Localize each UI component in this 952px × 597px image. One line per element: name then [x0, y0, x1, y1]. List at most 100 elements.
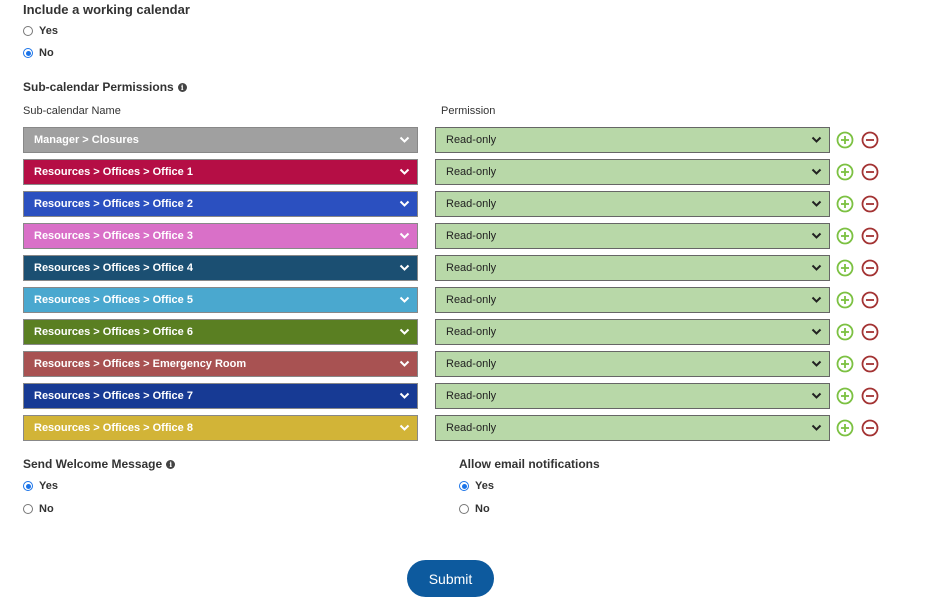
sub-calendar-select[interactable]: Resources > Offices > Office 1 [23, 159, 418, 185]
chevron-down-icon [399, 256, 411, 280]
sub-calendar-name: Resources > Offices > Office 4 [34, 262, 193, 274]
permission-row: Resources > Offices > Office 4 Read-only [23, 255, 883, 281]
radio-button[interactable] [23, 481, 33, 491]
remove-circle-icon[interactable] [861, 227, 879, 245]
radio-button[interactable] [23, 48, 33, 58]
chevron-down-icon [811, 256, 823, 280]
permission-value: Read-only [446, 262, 497, 274]
radio-button[interactable] [23, 504, 33, 514]
permission-value: Read-only [446, 166, 497, 178]
chevron-down-icon [811, 192, 823, 216]
sub-calendar-name: Resources > Offices > Office 6 [34, 326, 193, 338]
add-circle-icon[interactable] [836, 387, 854, 405]
sub-calendar-select[interactable]: Manager > Closures [23, 127, 418, 153]
sub-calendar-name: Resources > Offices > Office 2 [34, 198, 193, 210]
info-icon[interactable]: i [177, 83, 187, 92]
permission-value: Read-only [446, 326, 497, 338]
chevron-down-icon [811, 160, 823, 184]
chevron-down-icon [399, 160, 411, 184]
permission-select[interactable]: Read-only [435, 351, 830, 377]
permission-select[interactable]: Read-only [435, 159, 830, 185]
sub-calendar-select[interactable]: Resources > Offices > Office 4 [23, 255, 418, 281]
add-circle-icon[interactable] [836, 131, 854, 149]
submit-button[interactable]: Submit [407, 560, 494, 597]
chevron-down-icon [811, 128, 823, 152]
permission-row: Resources > Offices > Office 5 Read-only [23, 287, 883, 313]
working-calendar-yes[interactable]: Yes [23, 25, 58, 37]
remove-circle-icon[interactable] [861, 259, 879, 277]
add-circle-icon[interactable] [836, 355, 854, 373]
permission-value: Read-only [446, 390, 497, 402]
chevron-down-icon [399, 128, 411, 152]
sub-calendar-name: Resources > Offices > Office 7 [34, 390, 193, 402]
permission-select[interactable]: Read-only [435, 127, 830, 153]
permission-row: Resources > Offices > Office 7 Read-only [23, 383, 883, 409]
info-icon[interactable]: i [166, 460, 176, 469]
add-circle-icon[interactable] [836, 195, 854, 213]
remove-circle-icon[interactable] [861, 355, 879, 373]
radio-button[interactable] [459, 481, 469, 491]
add-circle-icon[interactable] [836, 163, 854, 181]
chevron-down-icon [399, 384, 411, 408]
add-circle-icon[interactable] [836, 227, 854, 245]
chevron-down-icon [399, 224, 411, 248]
sub-calendar-name: Resources > Offices > Office 5 [34, 294, 193, 306]
working-calendar-no[interactable]: No [23, 47, 54, 59]
chevron-down-icon [811, 224, 823, 248]
permission-select[interactable]: Read-only [435, 223, 830, 249]
permission-select[interactable]: Read-only [435, 191, 830, 217]
welcome-message-title: Send Welcome Message i [23, 457, 176, 471]
remove-circle-icon[interactable] [861, 291, 879, 309]
add-circle-icon[interactable] [836, 259, 854, 277]
permission-value: Read-only [446, 230, 497, 242]
add-circle-icon[interactable] [836, 291, 854, 309]
remove-circle-icon[interactable] [861, 163, 879, 181]
working-calendar-title: Include a working calendar [23, 2, 190, 17]
sub-calendar-select[interactable]: Resources > Offices > Office 2 [23, 191, 418, 217]
permission-select[interactable]: Read-only [435, 415, 830, 441]
remove-circle-icon[interactable] [861, 419, 879, 437]
sub-calendar-name: Resources > Offices > Office 3 [34, 230, 193, 242]
chevron-down-icon [811, 384, 823, 408]
chevron-down-icon [399, 320, 411, 344]
email-no[interactable]: No [459, 503, 490, 515]
chevron-down-icon [811, 320, 823, 344]
sub-calendar-select[interactable]: Resources > Offices > Office 5 [23, 287, 418, 313]
sub-calendar-name: Resources > Offices > Office 1 [34, 166, 193, 178]
add-circle-icon[interactable] [836, 323, 854, 341]
chevron-down-icon [811, 288, 823, 312]
radio-button[interactable] [23, 26, 33, 36]
sub-calendar-select[interactable]: Resources > Offices > Office 8 [23, 415, 418, 441]
add-circle-icon[interactable] [836, 419, 854, 437]
sub-calendar-select[interactable]: Resources > Offices > Office 6 [23, 319, 418, 345]
sub-calendar-select[interactable]: Resources > Offices > Emergency Room [23, 351, 418, 377]
welcome-yes[interactable]: Yes [23, 480, 58, 492]
permission-value: Read-only [446, 134, 497, 146]
chevron-down-icon [399, 352, 411, 376]
permission-value: Read-only [446, 294, 497, 306]
chevron-down-icon [399, 416, 411, 440]
permission-select[interactable]: Read-only [435, 255, 830, 281]
permission-row: Resources > Offices > Office 1 Read-only [23, 159, 883, 185]
permission-row: Resources > Offices > Emergency Room Read… [23, 351, 883, 377]
chevron-down-icon [399, 192, 411, 216]
email-yes[interactable]: Yes [459, 480, 494, 492]
remove-circle-icon[interactable] [861, 387, 879, 405]
radio-button[interactable] [459, 504, 469, 514]
sub-calendar-select[interactable]: Resources > Offices > Office 3 [23, 223, 418, 249]
permission-select[interactable]: Read-only [435, 287, 830, 313]
chevron-down-icon [811, 416, 823, 440]
permission-select[interactable]: Read-only [435, 383, 830, 409]
remove-circle-icon[interactable] [861, 195, 879, 213]
remove-circle-icon[interactable] [861, 131, 879, 149]
permission-value: Read-only [446, 198, 497, 210]
permission-row: Resources > Offices > Office 8 Read-only [23, 415, 883, 441]
welcome-no[interactable]: No [23, 503, 54, 515]
chevron-down-icon [811, 352, 823, 376]
permission-label: Permission [441, 105, 496, 117]
sub-calendar-name: Resources > Offices > Emergency Room [34, 358, 247, 370]
permission-select[interactable]: Read-only [435, 319, 830, 345]
sub-calendar-select[interactable]: Resources > Offices > Office 7 [23, 383, 418, 409]
permission-row: Resources > Offices > Office 3 Read-only [23, 223, 883, 249]
remove-circle-icon[interactable] [861, 323, 879, 341]
